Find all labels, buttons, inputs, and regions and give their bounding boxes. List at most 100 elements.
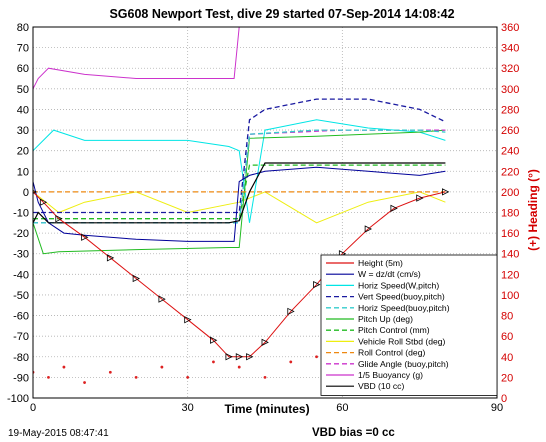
right-axis-label: (+) Heading (°) (526, 169, 540, 251)
height-marker (39, 198, 48, 206)
height-marker (261, 338, 269, 346)
x-tick-label: 60 (336, 402, 348, 414)
height-marker (184, 316, 192, 324)
y-tick-label: -50 (13, 290, 29, 302)
y-tick-label: -80 (13, 352, 29, 364)
y-tick-label: 20 (17, 146, 29, 158)
footer-timestamp: 19-May-2015 08:47:41 (8, 428, 109, 439)
legend-label: Pitch Up (deg) (358, 314, 413, 324)
y-tick-label: -30 (13, 249, 29, 261)
heading-point (47, 375, 50, 379)
heading-point (212, 360, 215, 364)
y-right-tick-label: 120 (501, 269, 519, 281)
heading-point (289, 360, 293, 364)
height-marker (364, 225, 373, 233)
y-right-tick-label: 320 (501, 63, 519, 75)
height-marker (225, 353, 233, 361)
height-marker (442, 188, 450, 196)
y-tick-label: -90 (13, 372, 29, 384)
y-right-tick-label: 0 (501, 393, 507, 405)
height-marker (246, 353, 254, 361)
heading-point (62, 365, 66, 369)
y-tick-label: 10 (17, 166, 29, 178)
height-marker (210, 336, 218, 344)
heading-point (315, 355, 318, 359)
series-line-w-dz-dt-cm-s (33, 166, 446, 242)
height-marker (106, 254, 115, 262)
height-marker (132, 274, 141, 283)
y-tick-label: 70 (17, 43, 29, 55)
y-right-tick-label: 300 (501, 84, 519, 96)
heading-point (83, 381, 86, 384)
series-group (33, 27, 450, 384)
y-right-tick-label: 200 (501, 187, 519, 199)
y-tick-label: -60 (13, 311, 29, 323)
series-line-height-5m (33, 191, 446, 358)
legend-label: Horiz Speed(W,pitch) (358, 280, 439, 290)
y-right-tick-label: 80 (501, 311, 513, 323)
y-tick-label: 30 (17, 125, 29, 137)
y-right-tick-label: 280 (501, 104, 519, 116)
x-tick-label: 0 (30, 402, 36, 414)
height-marker (416, 194, 424, 202)
series-line-vert-speed-buoy-pitch (33, 98, 446, 214)
y-right-tick-label: 160 (501, 228, 519, 240)
y-right-tick-label: 260 (501, 125, 519, 137)
legend-label: Glide Angle (buoy,pitch) (358, 359, 449, 369)
legend-label: VBD (10 cc) (358, 381, 404, 391)
plot-area: 0 30 60 9080706050403020100-10-20-30-40-50-… (7, 22, 519, 414)
y-tick-label: -10 (13, 208, 29, 220)
legend-box (320, 254, 498, 396)
y-right-tick-label: 20 (501, 372, 513, 384)
legend-label: Vert Speed(buoy,pitch) (358, 292, 445, 302)
series-line-horiz-speed-w-pitch (33, 119, 446, 223)
y-right-tick-label: 140 (501, 249, 519, 261)
legend-label: 1/5 Buoyancy (g) (358, 370, 423, 380)
heading-point (237, 365, 241, 369)
height-marker (287, 307, 295, 316)
height-marker (81, 233, 89, 241)
y-right-tick-label: 180 (501, 208, 519, 220)
y-tick-label: -100 (7, 393, 29, 405)
y-tick-label: 0 (23, 187, 29, 199)
series-line-vbd-10-cc (33, 162, 446, 224)
y-tick-label: 50 (17, 84, 29, 96)
heading-point (134, 375, 138, 379)
y-right-tick-label: 60 (501, 331, 513, 343)
y-right-tick-label: 360 (501, 22, 519, 34)
y-tick-label: -70 (13, 331, 29, 343)
series-line-pitch-up-deg (33, 129, 446, 255)
height-marker (235, 353, 244, 361)
series-line-1-5-buoyancy-g (33, 27, 446, 90)
height-marker (55, 215, 63, 223)
height-marker (390, 204, 398, 213)
heading-point (186, 375, 190, 379)
height-marker (313, 280, 321, 289)
series-line-pitch-control-mm (33, 164, 446, 220)
y-tick-label: -40 (13, 269, 29, 281)
x-tick-label: 30 (182, 402, 194, 414)
legend-label: Horiz Speed(buoy,pitch) (358, 303, 450, 313)
y-right-tick-label: 340 (501, 43, 519, 55)
legend-label: Height (5m) (358, 258, 403, 268)
x-tick-label: 90 (491, 402, 503, 414)
legend-label: Vehicle Roll Stbd (deg) (358, 336, 446, 346)
y-tick-label: 60 (17, 63, 29, 75)
x-axis-label: Time (minutes) (224, 402, 309, 416)
footer-vbd-bias: VBD bias =0 cc (312, 427, 395, 439)
legend-label: W = dz/dt (cm/s) (358, 269, 421, 279)
chart-title: SG608 Newport Test, dive 29 started 07-S… (109, 7, 454, 21)
y-tick-label: -20 (13, 228, 29, 240)
y-right-tick-label: 100 (501, 290, 519, 302)
y-right-tick-label: 240 (501, 146, 519, 158)
legend-label: Roll Control (deg) (358, 348, 425, 358)
y-right-tick-label: 220 (501, 166, 519, 178)
y-right-tick-label: 40 (501, 352, 513, 364)
height-marker (158, 295, 166, 303)
plot-frame (32, 26, 498, 399)
heading-point (160, 365, 164, 369)
legend-label: Pitch Control (mm) (358, 325, 430, 335)
y-tick-label: 80 (17, 22, 29, 34)
series-line-vehicle-roll-stbd-deg (33, 191, 446, 224)
